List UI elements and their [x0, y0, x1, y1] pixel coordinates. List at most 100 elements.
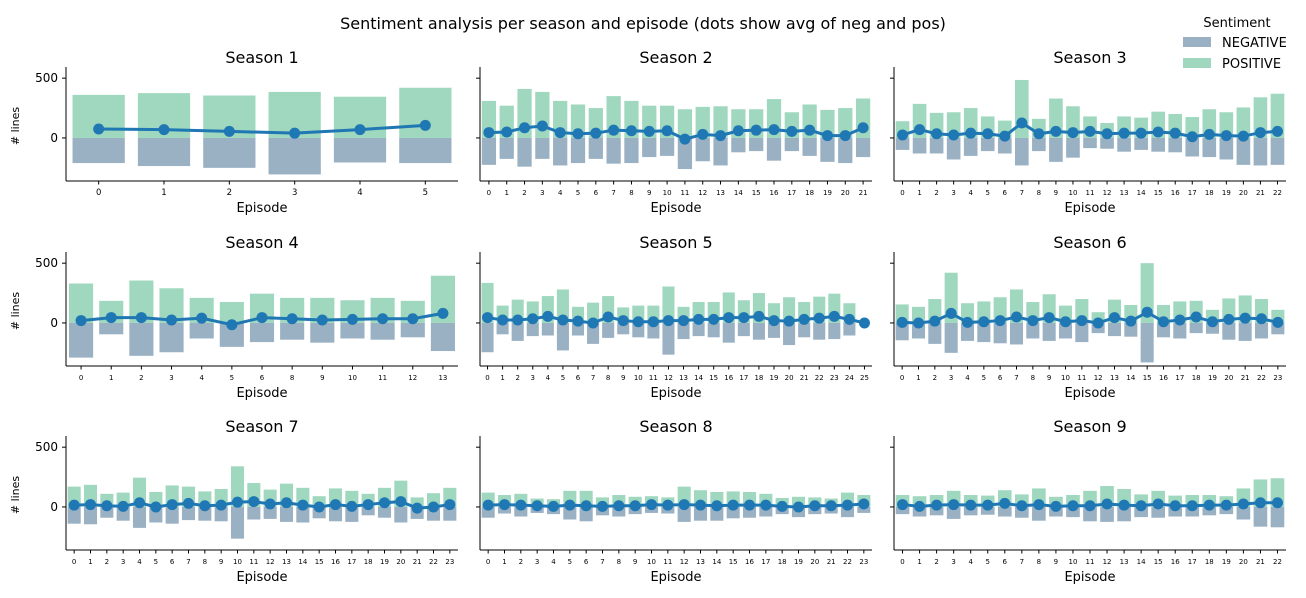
average-point: [1207, 316, 1218, 328]
x-tick-label: 9: [1054, 189, 1058, 197]
average-point: [1084, 125, 1096, 137]
average-point: [750, 124, 762, 136]
average-point: [572, 128, 584, 140]
x-tick-label: 14: [1137, 558, 1146, 566]
negative-bar: [1009, 322, 1024, 345]
average-point: [1271, 497, 1283, 509]
average-point: [501, 126, 513, 138]
negative-bar: [710, 506, 724, 521]
average-point: [768, 315, 780, 327]
x-tick-label: 19: [823, 189, 832, 197]
season-panel-3: 0 1 2 3 4 5 6 7 8 9 10 11 12 13 14 15 16 17 18 19 20 21 22Seas…: [890, 48, 1286, 216]
average-point: [407, 313, 419, 325]
average-point: [793, 501, 804, 513]
average-point: [1237, 498, 1249, 510]
negative-bar: [556, 322, 569, 351]
average-point: [646, 499, 657, 511]
x-tick-label: 1: [917, 189, 921, 197]
negative-bar: [624, 137, 639, 164]
negative-bar: [499, 137, 514, 159]
negative-bar: [963, 137, 978, 156]
negative-bar: [813, 322, 826, 340]
average-point: [931, 499, 943, 511]
average-point: [289, 127, 301, 139]
x-tick-label: 6: [1003, 189, 1008, 197]
average-point: [428, 501, 439, 513]
x-tick-label: 7: [186, 558, 190, 566]
x-tick-label: 15: [752, 189, 761, 197]
average-point: [1109, 312, 1120, 324]
negative-bar: [1205, 322, 1220, 334]
average-point: [913, 317, 924, 329]
average-point: [982, 128, 994, 140]
negative-bar: [481, 506, 495, 518]
average-point: [617, 315, 629, 327]
positive-bar: [556, 289, 569, 323]
season-panel-8: 0 1 2 3 4 5 6 7 8 9 10 11 12 13 14 15 16 17 18 19 20 21 22 23Se…: [476, 417, 872, 585]
x-tick-label: 11: [1086, 558, 1095, 566]
average-point: [1203, 499, 1215, 511]
x-tick-label: 0: [900, 558, 904, 566]
negative-bar: [1075, 322, 1089, 343]
x-tick-label: 13: [716, 189, 725, 197]
average-point: [1237, 130, 1249, 142]
x-tick-label: 7: [600, 558, 604, 566]
x-tick-label: 14: [298, 558, 307, 566]
average-point: [281, 497, 292, 509]
x-tick-label: 18: [1192, 374, 1201, 382]
x-tick-label: 5: [568, 558, 572, 566]
negative-bar: [895, 322, 909, 341]
negative-bar: [159, 322, 184, 353]
negative-bar: [1253, 506, 1268, 527]
x-axis-label: Episode: [1064, 201, 1115, 216]
negative-bar: [377, 506, 392, 518]
x-tick-label: 20: [1239, 558, 1248, 566]
legend-title: Sentiment: [1203, 16, 1270, 31]
negative-bar: [526, 322, 539, 337]
x-tick-label: 17: [761, 558, 770, 566]
average-point: [226, 319, 238, 331]
x-axis-label: Episode: [236, 570, 287, 585]
x-tick-label: 2: [933, 374, 937, 382]
average-point: [613, 500, 625, 512]
x-tick-label: 10: [634, 374, 643, 382]
negative-bar: [181, 506, 196, 521]
negative-bar: [759, 506, 773, 517]
negative-bar: [1253, 137, 1268, 166]
x-tick-label: 4: [968, 189, 973, 197]
average-point: [744, 499, 755, 511]
negative-bar: [247, 506, 261, 520]
average-point: [760, 499, 772, 511]
x-tick-label: 10: [663, 189, 672, 197]
x-tick-label: 19: [1222, 189, 1231, 197]
negative-bar: [1066, 137, 1080, 158]
x-tick-label: 19: [770, 374, 779, 382]
positive-bar: [1253, 97, 1268, 138]
negative-bar: [742, 506, 757, 518]
average-point: [93, 123, 105, 135]
x-tick-label: 18: [805, 189, 814, 197]
negative-bar: [296, 506, 310, 523]
positive-bar: [662, 286, 675, 323]
negative-bar: [713, 137, 728, 166]
negative-bar: [1173, 322, 1187, 339]
average-point: [828, 310, 840, 322]
x-tick-label: 7: [611, 189, 615, 197]
average-point: [643, 125, 655, 137]
positive-bar: [230, 466, 245, 507]
negative-bar: [766, 137, 782, 161]
negative-bar: [929, 506, 944, 516]
negative-bar: [677, 137, 693, 170]
average-point: [85, 499, 96, 511]
figure-title: Sentiment analysis per season and episod…: [340, 14, 946, 33]
average-point: [411, 502, 423, 514]
positive-bar: [410, 497, 424, 507]
negative-bar: [1271, 322, 1285, 335]
negative-bar: [1236, 137, 1251, 165]
negative-bar: [946, 506, 961, 519]
average-point: [150, 501, 162, 513]
average-point: [1169, 500, 1181, 512]
x-tick-label: 8: [629, 189, 633, 197]
x-tick-label: 23: [1273, 374, 1282, 382]
